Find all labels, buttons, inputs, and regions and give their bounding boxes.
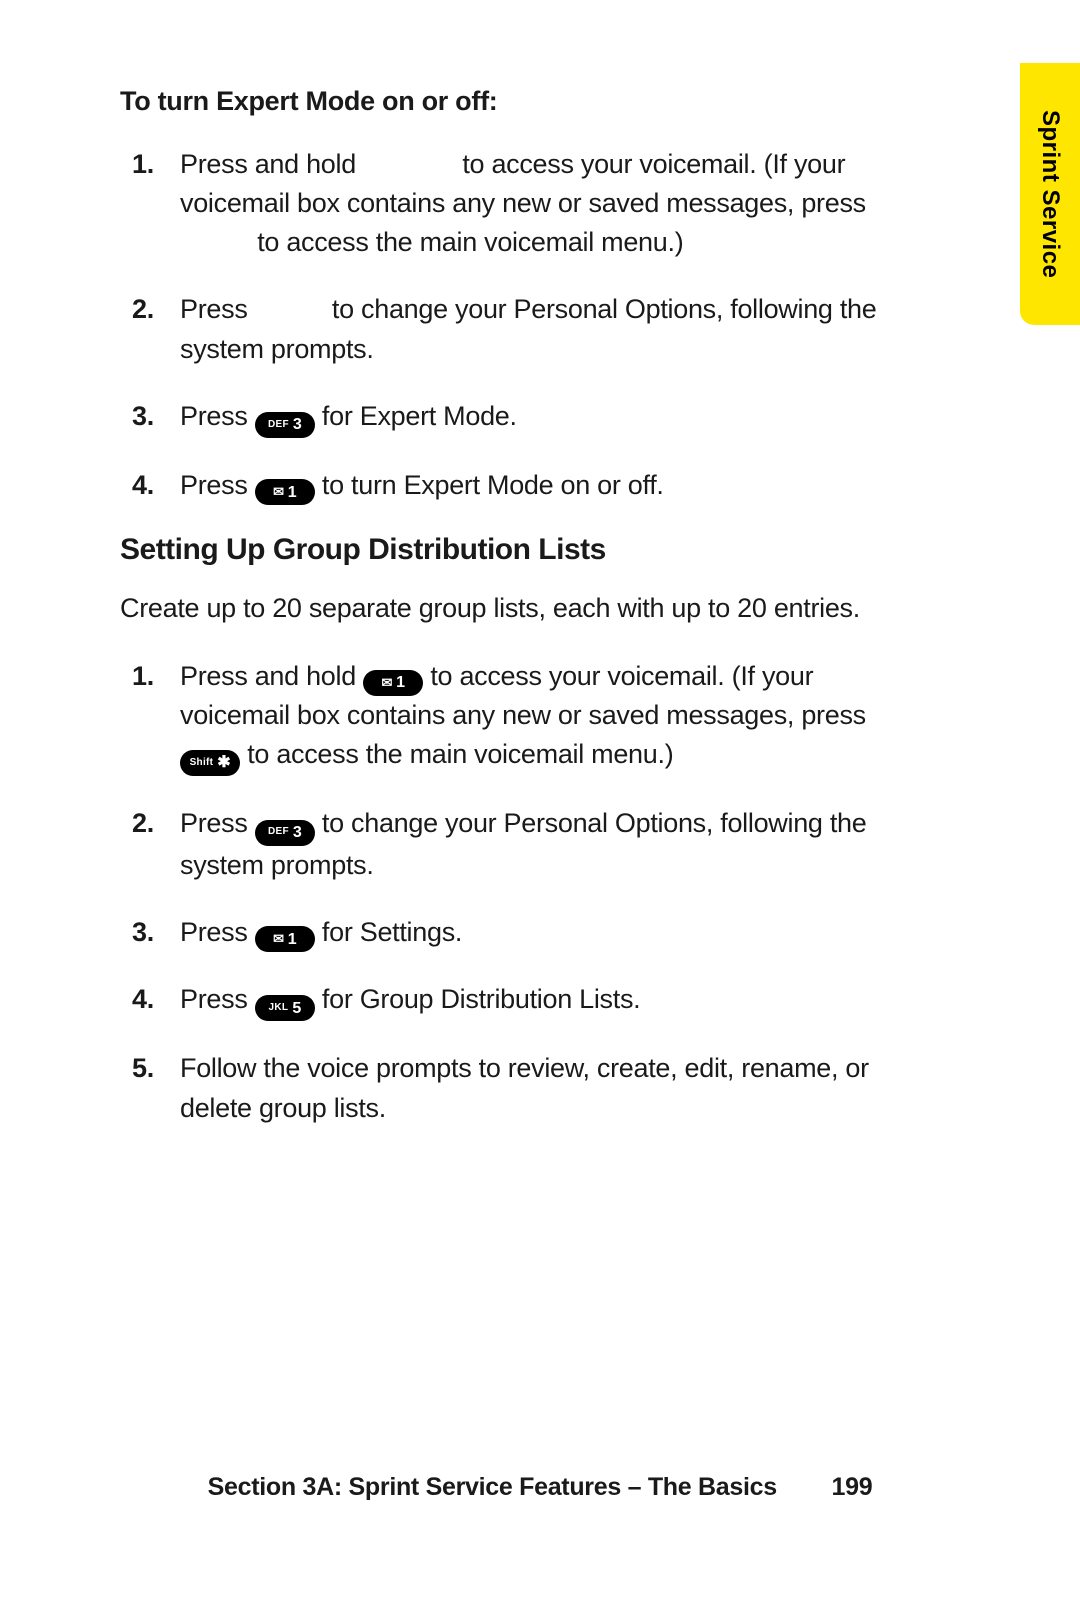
step-text: to turn Expert Mode on or off. [315, 470, 664, 500]
step-text: Press [180, 294, 255, 324]
step-number: 1. [132, 657, 154, 696]
side-tab-label: Sprint Service [1036, 110, 1064, 278]
list-item: 4. Press JKL5 for Group Distribution Lis… [180, 980, 920, 1021]
list-item: 5. Follow the voice prompts to review, c… [180, 1049, 920, 1127]
step-text: to access the main voicemail menu.) [240, 739, 673, 769]
step-number: 4. [132, 466, 154, 505]
step-number: 2. [132, 804, 154, 843]
key-envelope-1-icon: ✉1 [255, 479, 315, 505]
step-text: to change your Personal Options, followi… [180, 294, 876, 363]
list-item: 2. Press to change your Personal Options… [180, 290, 920, 368]
expert-mode-steps: 1. Press and hold to access your voicema… [120, 145, 920, 505]
key-def-3-icon: DEF3 [255, 820, 315, 846]
step-text: Press [180, 984, 255, 1014]
key-envelope-1-icon: ✉1 [255, 926, 315, 952]
footer-section-title: Section 3A: Sprint Service Features – Th… [208, 1473, 777, 1501]
page-content: To turn Expert Mode on or off: 1. Press … [120, 86, 920, 1156]
step-text: for Settings. [315, 917, 462, 947]
key-envelope-1-icon: ✉1 [363, 670, 423, 696]
page-number: 199 [832, 1473, 873, 1502]
list-item: 4. Press ✉1 to turn Expert Mode on or of… [180, 466, 920, 505]
group-lists-title: Setting Up Group Distribution Lists [120, 533, 920, 567]
step-text: Press and hold [180, 149, 363, 179]
step-text: for Expert Mode. [315, 401, 517, 431]
step-text: for Group Distribution Lists. [315, 984, 641, 1014]
list-item: 2. Press DEF3 to change your Personal Op… [180, 804, 920, 884]
step-number: 4. [132, 980, 154, 1019]
list-item: 3. Press DEF3 for Expert Mode. [180, 397, 920, 438]
group-lists-steps: 1. Press and hold ✉1 to access your voic… [120, 657, 920, 1128]
key-jkl-5-icon: JKL5 [255, 995, 315, 1021]
step-text: Press and hold [180, 661, 363, 691]
key-shift-star-icon: Shift✱ [180, 750, 240, 776]
step-text: Press [180, 470, 255, 500]
step-text: to access the main voicemail menu.) [250, 227, 683, 257]
step-text: Press [180, 917, 255, 947]
step-number: 1. [132, 145, 154, 184]
step-text: Press [180, 401, 255, 431]
step-text: Follow the voice prompts to review, crea… [180, 1053, 869, 1122]
step-number: 3. [132, 397, 154, 436]
step-number: 3. [132, 913, 154, 952]
expert-mode-heading: To turn Expert Mode on or off: [120, 86, 920, 117]
list-item: 3. Press ✉1 for Settings. [180, 913, 920, 952]
key-def-3-icon: DEF3 [255, 412, 315, 438]
section-side-tab: Sprint Service [1020, 63, 1080, 325]
step-number: 2. [132, 290, 154, 329]
step-text: Press [180, 808, 255, 838]
list-item: 1. Press and hold to access your voicema… [180, 145, 920, 262]
page-footer: Section 3A: Sprint Service Features – Th… [0, 1473, 1080, 1502]
step-number: 5. [132, 1049, 154, 1088]
group-lists-intro: Create up to 20 separate group lists, ea… [120, 589, 920, 628]
list-item: 1. Press and hold ✉1 to access your voic… [180, 657, 920, 777]
